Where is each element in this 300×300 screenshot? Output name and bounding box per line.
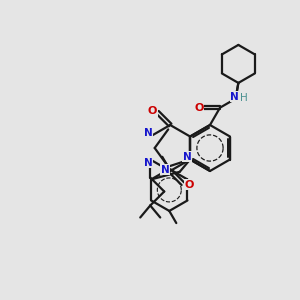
Text: N: N bbox=[144, 128, 153, 139]
Text: O: O bbox=[148, 106, 157, 116]
Text: O: O bbox=[194, 103, 204, 113]
Text: H: H bbox=[240, 93, 248, 103]
Text: N: N bbox=[161, 165, 170, 175]
Text: N: N bbox=[144, 158, 153, 167]
Text: N: N bbox=[230, 92, 239, 102]
Text: N: N bbox=[183, 152, 191, 161]
Text: O: O bbox=[184, 180, 194, 190]
